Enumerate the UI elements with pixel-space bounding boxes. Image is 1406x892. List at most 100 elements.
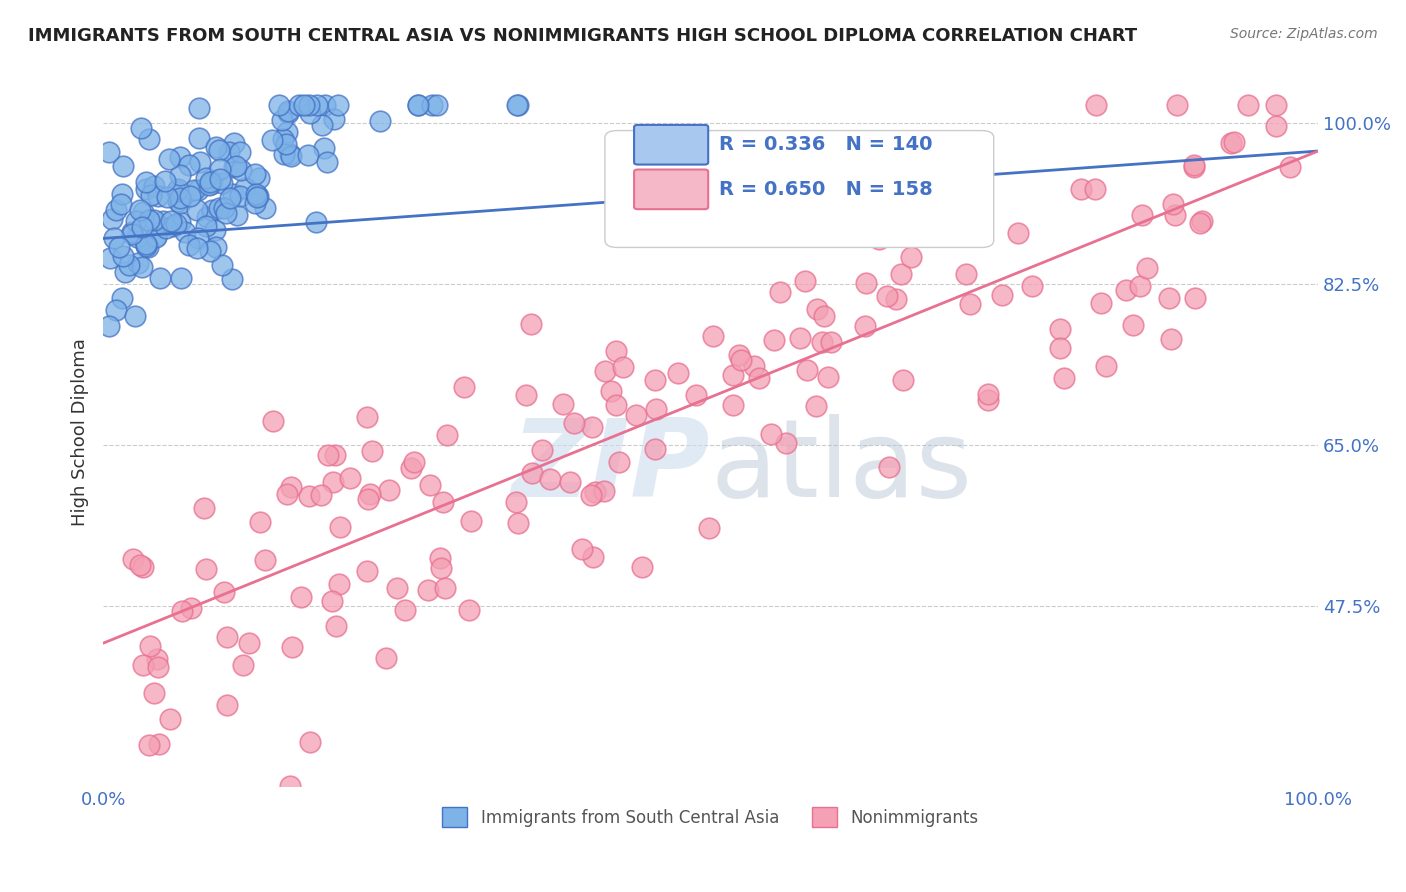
Point xyxy=(761,427,783,442)
Point xyxy=(1161,197,1184,211)
Point xyxy=(124,310,146,324)
Point xyxy=(1084,182,1107,196)
Point xyxy=(505,98,527,112)
Point xyxy=(211,176,233,190)
Point xyxy=(891,374,914,388)
Point xyxy=(329,519,352,533)
Point xyxy=(131,260,153,275)
Point xyxy=(238,636,260,650)
Point xyxy=(276,487,298,501)
Point xyxy=(134,182,156,196)
Point xyxy=(173,225,195,239)
Point xyxy=(645,402,668,417)
Point xyxy=(811,335,834,350)
Point xyxy=(375,651,398,665)
Point xyxy=(273,146,295,161)
Point xyxy=(177,158,200,172)
Point xyxy=(955,267,977,281)
Point xyxy=(186,241,208,255)
FancyBboxPatch shape xyxy=(634,169,709,210)
Point xyxy=(1049,322,1071,336)
Point xyxy=(157,152,180,166)
Point xyxy=(225,208,247,222)
Point xyxy=(125,213,148,227)
Point xyxy=(208,171,231,186)
Point xyxy=(135,175,157,189)
Point xyxy=(232,658,254,673)
Point xyxy=(146,189,169,203)
Point xyxy=(198,244,221,259)
Point xyxy=(131,560,153,574)
Point xyxy=(187,101,209,115)
Point xyxy=(311,119,333,133)
Point xyxy=(583,484,606,499)
Point xyxy=(179,189,201,203)
Point xyxy=(138,240,160,254)
Point xyxy=(194,219,217,234)
Point xyxy=(204,223,226,237)
Point xyxy=(121,225,143,239)
Point xyxy=(188,130,211,145)
Text: atlas: atlas xyxy=(710,414,973,520)
Point xyxy=(434,581,457,595)
Point xyxy=(1115,283,1137,297)
Point xyxy=(571,541,593,556)
Point xyxy=(172,604,194,618)
Point xyxy=(135,237,157,252)
Point xyxy=(1053,371,1076,385)
Point xyxy=(820,334,842,349)
Point xyxy=(721,398,744,412)
Point xyxy=(128,202,150,217)
Point xyxy=(198,178,221,193)
Point xyxy=(323,448,346,462)
Point xyxy=(298,735,321,749)
Point xyxy=(1237,98,1260,112)
Point xyxy=(1157,291,1180,305)
Point xyxy=(1164,208,1187,222)
Point xyxy=(195,211,218,225)
Point xyxy=(515,387,537,401)
Point xyxy=(159,713,181,727)
Point xyxy=(607,455,630,469)
Point xyxy=(1090,296,1112,310)
Point xyxy=(200,175,222,189)
Text: ZIP: ZIP xyxy=(512,414,710,520)
Point xyxy=(280,149,302,163)
Point xyxy=(666,367,689,381)
Point xyxy=(453,380,475,394)
Point xyxy=(186,231,208,245)
Point xyxy=(402,455,425,469)
Point xyxy=(581,420,603,434)
Point xyxy=(166,184,188,198)
Point xyxy=(143,178,166,193)
Point xyxy=(426,98,449,112)
Point xyxy=(143,212,166,227)
Point xyxy=(458,603,481,617)
Point xyxy=(506,98,529,112)
Point xyxy=(1220,136,1243,151)
Point xyxy=(132,204,155,219)
Point xyxy=(246,188,269,202)
Point xyxy=(149,271,172,285)
Point xyxy=(277,103,299,118)
Point xyxy=(624,408,647,422)
Point xyxy=(305,98,328,112)
Point xyxy=(644,373,666,387)
Point xyxy=(406,98,429,112)
Point xyxy=(135,239,157,253)
Legend: Immigrants from South Central Asia, Nonimmigrants: Immigrants from South Central Asia, Noni… xyxy=(436,800,986,834)
Point xyxy=(605,398,627,412)
Point xyxy=(276,125,298,139)
Point xyxy=(1070,181,1092,195)
Point xyxy=(278,147,301,161)
Point xyxy=(1084,98,1107,112)
Point xyxy=(228,189,250,203)
Point xyxy=(187,183,209,197)
Point xyxy=(562,416,585,430)
Point xyxy=(215,206,238,220)
Point xyxy=(612,360,634,375)
Point xyxy=(1182,161,1205,175)
Point xyxy=(129,558,152,572)
Point xyxy=(208,201,231,215)
Point xyxy=(169,215,191,229)
